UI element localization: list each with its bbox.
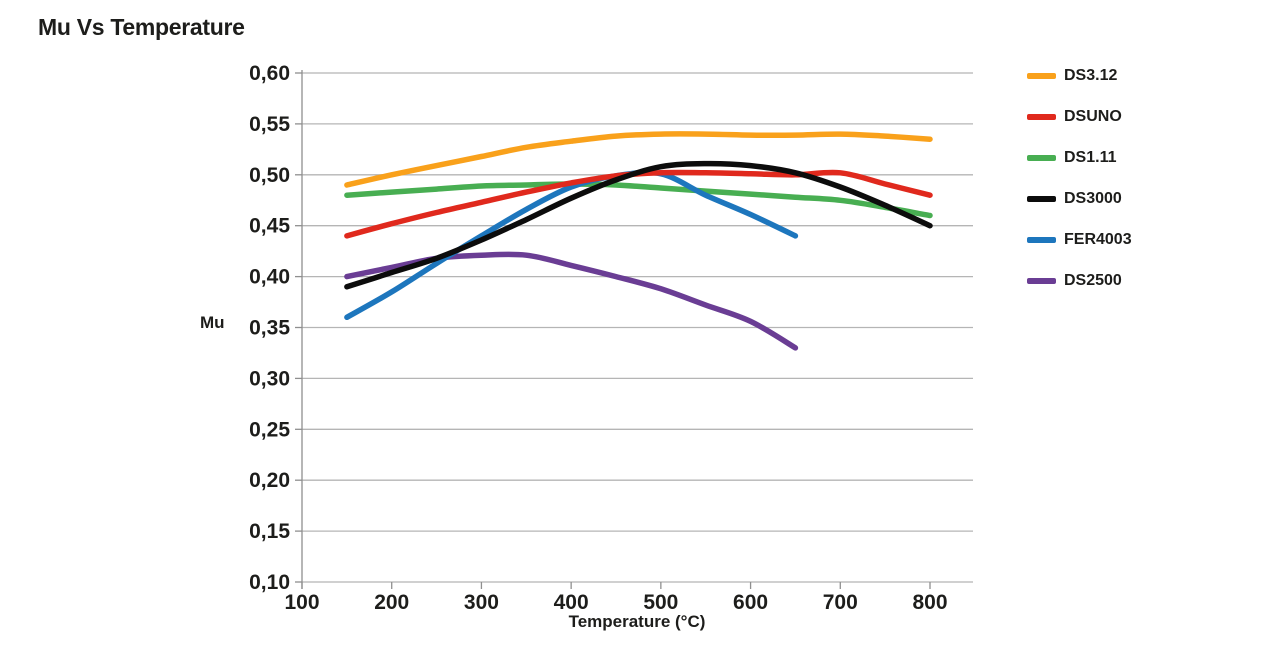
x-tick-label-800: 800 <box>912 591 947 614</box>
series-line-FER4003 <box>344 169 799 321</box>
legend-item-FER4003: FER4003 <box>1027 230 1132 250</box>
y-tick-label-0,60: 0,60 <box>249 62 290 85</box>
x-tick-label-100: 100 <box>284 591 319 614</box>
y-tick-label-0,50: 0,50 <box>249 164 290 187</box>
x-tick-label-400: 400 <box>554 591 589 614</box>
series-line-DS3.12 <box>344 131 933 188</box>
legend-label-DS1.11: DS1.11 <box>1064 149 1117 166</box>
y-tick-label-0,55: 0,55 <box>249 113 290 136</box>
legend-swatch-FER4003 <box>1027 237 1056 243</box>
y-tick-label-0,25: 0,25 <box>249 418 290 441</box>
legend-swatch-DS3.12 <box>1027 73 1056 79</box>
x-tick-label-600: 600 <box>733 591 768 614</box>
legend-label-DSUNO: DSUNO <box>1064 108 1122 125</box>
x-tick-label-700: 700 <box>823 591 858 614</box>
legend: DS3.12 DSUNO DS1.11 DS3000 FER4003 DS2500 <box>1027 66 1132 312</box>
legend-label-DS3000: DS3000 <box>1064 190 1122 207</box>
chart-title: Mu Vs Temperature <box>38 14 245 40</box>
series-line-DS3000 <box>344 160 933 290</box>
legend-label-FER4003: FER4003 <box>1064 231 1132 248</box>
legend-item-DS3.12: DS3.12 <box>1027 66 1132 86</box>
series-line-DS1.11 <box>344 181 933 219</box>
x-tick-label-500: 500 <box>643 591 678 614</box>
legend-swatch-DS2500 <box>1027 278 1056 284</box>
y-tick-label-0,20: 0,20 <box>249 469 290 492</box>
legend-label-DS3.12: DS3.12 <box>1064 67 1118 84</box>
legend-swatch-DSUNO <box>1027 114 1056 120</box>
y-tick-label-0,10: 0,10 <box>249 571 290 594</box>
legend-item-DSUNO: DSUNO <box>1027 107 1132 127</box>
x-tick-label-300: 300 <box>464 591 499 614</box>
y-axis-title: Mu <box>200 313 225 332</box>
legend-swatch-DS3000 <box>1027 196 1056 202</box>
series-line-DSUNO <box>344 169 933 239</box>
y-tick-label-0,35: 0,35 <box>249 317 290 340</box>
legend-item-DS3000: DS3000 <box>1027 189 1132 209</box>
legend-item-DS1.11: DS1.11 <box>1027 148 1132 168</box>
legend-label-DS2500: DS2500 <box>1064 272 1122 289</box>
x-axis-title: Temperature (°C) <box>568 612 706 631</box>
x-tick-label-200: 200 <box>374 591 409 614</box>
y-tick-label-0,30: 0,30 <box>249 367 290 390</box>
legend-swatch-DS1.11 <box>1027 155 1056 161</box>
y-tick-label-0,15: 0,15 <box>249 520 290 543</box>
y-tick-label-0,45: 0,45 <box>249 215 290 238</box>
legend-item-DS2500: DS2500 <box>1027 271 1132 291</box>
y-tick-label-0,40: 0,40 <box>249 266 290 289</box>
